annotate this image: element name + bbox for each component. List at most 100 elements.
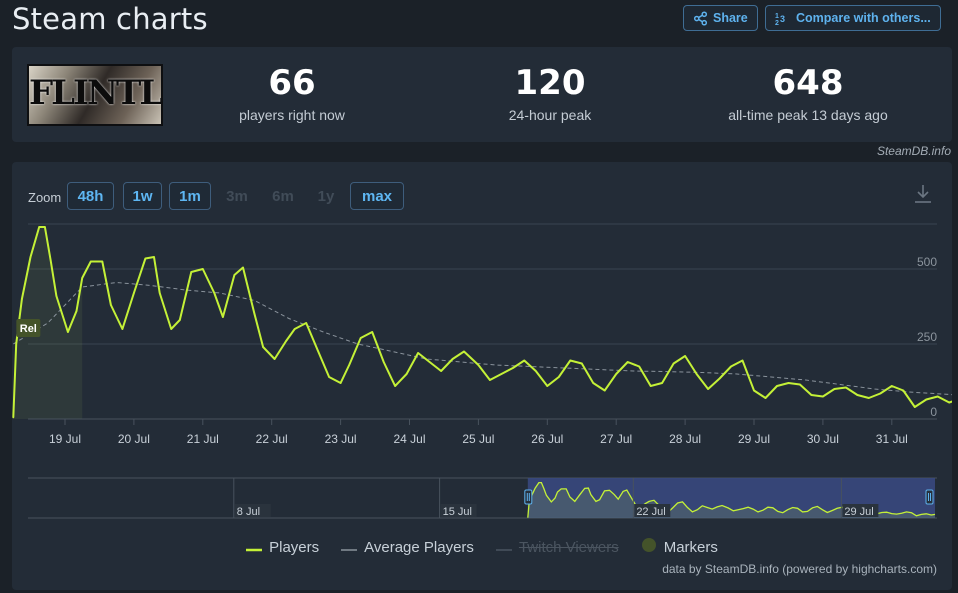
players-point	[718, 377, 721, 380]
players-point	[253, 313, 256, 315]
x-tick-label: 21 Jul	[187, 432, 219, 446]
players-point	[153, 256, 155, 258]
players-point	[273, 358, 276, 360]
players-point	[179, 319, 181, 321]
game-logo[interactable]: FLINTLOCK	[27, 64, 163, 126]
players-point	[787, 382, 790, 384]
players-point	[489, 379, 491, 381]
legend-players-line-icon	[246, 539, 263, 556]
legend-average[interactable]: Average Players	[341, 539, 474, 556]
players-point	[190, 271, 193, 273]
players-point	[500, 373, 503, 375]
zoom-1m-button[interactable]: 1m	[169, 182, 211, 210]
navigator-tick-label: 15 Jul	[443, 506, 472, 518]
players-point	[213, 292, 216, 294]
players-point	[242, 266, 244, 269]
peak-24h-label: 24-hour peak	[508, 107, 592, 123]
zoom-1w-button[interactable]: 1w	[123, 182, 162, 210]
players-point	[764, 397, 767, 399]
share-label: Share	[713, 11, 748, 25]
legend-twitch[interactable]: Twitch Viewers	[495, 538, 619, 556]
legend-twitch-label: Twitch Viewers	[518, 538, 619, 556]
players-point	[833, 388, 836, 390]
navigator-tick-bg	[440, 504, 477, 517]
players-point	[845, 386, 847, 389]
download-icon[interactable]	[914, 184, 932, 209]
players-point	[293, 328, 296, 330]
players-point	[12, 416, 15, 419]
players-chart[interactable]: 0 250 500 19 Jul 20 Jul 21 Jul 22 Jul 23 Jul 24…	[12, 162, 952, 590]
players-point	[730, 365, 732, 368]
navigator-tick-bg	[634, 504, 671, 517]
players-point	[684, 355, 686, 357]
players-point	[626, 361, 629, 363]
players-point	[67, 331, 69, 333]
navigator-tick-label: 8 Jul	[237, 506, 260, 518]
x-tick-label: 29 Jul	[738, 432, 770, 446]
players-point	[158, 292, 161, 294]
players-point	[569, 359, 572, 362]
legend-markers-label: Markers	[663, 538, 718, 556]
svg-text:3: 3	[780, 14, 785, 24]
players-point	[649, 385, 652, 387]
legend-average-line-icon	[341, 539, 358, 556]
players-point	[603, 389, 606, 392]
players-point	[948, 401, 951, 404]
zoom-6m-button: 6m	[272, 187, 294, 205]
steamdb-credit[interactable]: SteamDB.info	[876, 144, 951, 158]
players-point	[822, 395, 824, 398]
players-point	[925, 398, 928, 401]
players-point	[810, 394, 813, 396]
alltime-peak-label: all-time peak 13 days ago	[728, 107, 888, 123]
navigator-left-handle[interactable]	[524, 489, 533, 505]
legend-twitch-line-icon	[495, 539, 512, 556]
current-players-value: 66	[268, 63, 316, 103]
legend-players[interactable]: Players	[246, 539, 319, 556]
peak-24h-value: 120	[514, 63, 586, 103]
players-point	[328, 376, 330, 378]
players-point	[49, 259, 52, 261]
current-players-label: players right now	[239, 107, 345, 123]
players-point	[359, 337, 362, 339]
x-tick-label: 24 Jul	[393, 432, 425, 446]
players-point	[75, 310, 78, 312]
players-point	[661, 382, 663, 384]
players-point	[55, 295, 58, 297]
x-tick-label: 27 Jul	[600, 432, 632, 446]
players-point	[44, 226, 46, 228]
average-players-line	[13, 281, 952, 396]
players-point	[672, 362, 675, 365]
legend-markers[interactable]: Markers	[641, 537, 718, 557]
zoom-1y-button: 1y	[317, 187, 335, 205]
players-point	[440, 370, 442, 372]
release-marker-label: Rel	[20, 323, 37, 335]
players-point	[523, 359, 526, 362]
x-tick-label: 19 Jul	[49, 432, 81, 446]
game-logo-text: FLINTLOCK	[29, 73, 162, 113]
x-tick-label: 23 Jul	[325, 432, 357, 446]
players-point	[512, 367, 514, 369]
current-players-stat: 66 players right now	[222, 64, 362, 123]
players-point	[741, 359, 744, 362]
navigator-tick-bg	[234, 504, 271, 517]
zoom-max-button[interactable]: max	[350, 182, 404, 210]
players-point	[580, 362, 583, 365]
players-point	[394, 385, 396, 387]
y-tick-label: 0	[930, 405, 937, 419]
players-point	[101, 260, 104, 263]
players-point	[451, 358, 454, 360]
share-button[interactable]: Share	[683, 5, 758, 31]
players-point	[262, 346, 264, 348]
zoom-48h-button[interactable]: 48h	[67, 182, 114, 210]
navigator-right-handle[interactable]	[925, 489, 934, 505]
players-point	[222, 316, 224, 318]
players-point	[776, 385, 778, 387]
players-point	[428, 361, 431, 363]
stats-card: FLINTLOCK 66 players right now 120 24-ho…	[12, 47, 952, 142]
players-point	[913, 406, 916, 408]
legend-markers-dot-icon	[641, 537, 657, 557]
players-point	[592, 382, 595, 384]
chart-attribution[interactable]: data by SteamDB.info (powered by highcha…	[662, 562, 937, 576]
players-point	[615, 373, 617, 375]
